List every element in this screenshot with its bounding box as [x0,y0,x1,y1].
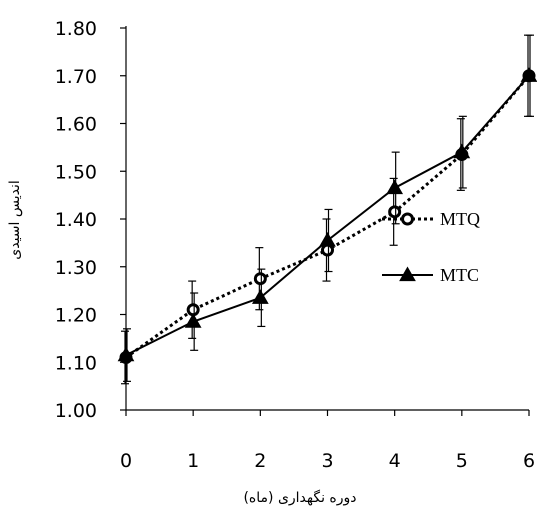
y-axis-title: اندیس اسیدی [7,180,23,259]
legend-marker [399,266,416,282]
y-tick-label: 1.00 [55,400,97,422]
data-point [319,231,336,247]
x-tick-label: 3 [321,450,333,472]
x-tick-label: 1 [187,450,199,472]
x-axis-ticks: 0 1 2 3 4 5 6 [120,410,535,472]
y-tick-label: 1.50 [55,161,97,183]
x-tick-label: 2 [254,450,266,472]
x-tick-label: 6 [523,450,535,472]
legend-item-mtq: MTQ [382,209,480,229]
legend-label: MTQ [440,209,480,229]
x-tick-label: 0 [120,450,132,472]
series-mtc [117,34,537,382]
y-axis-ticks: 1.00 1.10 1.20 1.30 1.40 1.50 1.60 1.70 1.80 [55,18,126,422]
legend-marker [401,212,414,226]
x-tick-label: 5 [456,450,468,472]
series-layer [117,34,537,385]
data-point [453,143,471,159]
y-tick-label: 1.10 [55,352,97,374]
data-point [251,289,269,304]
data-point [386,179,404,195]
legend-item-mtc: MTC [382,265,479,285]
data-point [253,272,267,286]
data-point [520,67,537,82]
legend: MTQ MTC [382,209,480,285]
y-tick-label: 1.30 [55,257,97,279]
y-tick-label: 1.40 [55,209,97,231]
data-point [184,313,202,328]
y-tick-label: 1.20 [55,305,97,327]
x-axis-title: دوره نگهداری (ماه) [243,489,356,506]
data-point [117,346,135,362]
y-tick-label: 1.70 [55,66,97,88]
x-tick-label: 4 [389,450,401,472]
data-point [388,205,402,219]
y-tick-label: 1.60 [55,114,97,136]
legend-label: MTC [440,265,479,285]
y-tick-label: 1.80 [55,18,97,40]
